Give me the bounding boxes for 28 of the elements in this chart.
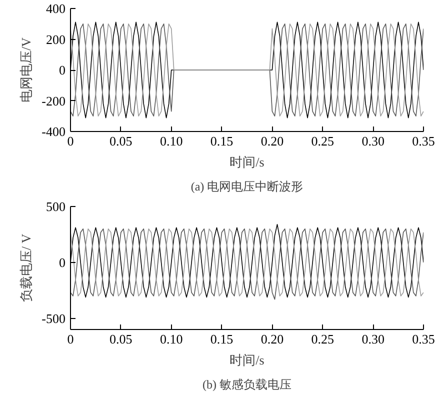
- x-tick-label: 0.30: [362, 332, 384, 346]
- y-tick-label: 0: [59, 62, 66, 78]
- x-tick-label: 0.35: [412, 134, 435, 148]
- x-tick-label: 0.10: [160, 332, 183, 346]
- y-tick-label: -500: [42, 310, 66, 326]
- text: (a) 电网电压中断波形: [190, 180, 304, 194]
- x-tick-label: 0.15: [210, 332, 234, 346]
- x-tick-label: 0.35: [412, 332, 435, 346]
- x-tick-label: 0.20: [260, 332, 284, 346]
- y-axis-title: 负载电压/ V: [18, 233, 34, 302]
- y-axis-title: 电网电压/V: [18, 36, 34, 102]
- text: (b) 敏感负载电压: [202, 378, 292, 392]
- x-tick-label: 0.10: [160, 134, 183, 148]
- y-tick-label: -200: [42, 93, 66, 108]
- x-tick-label: 0.25: [311, 134, 334, 148]
- y-tick-label: 0: [59, 254, 66, 270]
- x-tick-label: 0.05: [110, 134, 132, 148]
- x-tick-label: 0.20: [260, 134, 284, 148]
- x-axis-title: 时间/s: [230, 154, 264, 170]
- x-tick-label: 0.15: [210, 134, 234, 148]
- x-tick-label: 0.25: [311, 332, 334, 346]
- y-tick-label: -400: [42, 124, 66, 139]
- x-tick-label: 0.05: [110, 332, 132, 346]
- y-tick-label: 200: [46, 32, 66, 47]
- y-tick-label: 500: [46, 199, 66, 214]
- x-axis-title: 时间/s: [230, 352, 264, 368]
- x-tick-label: 0.30: [362, 134, 384, 148]
- y-tick-label: 400: [46, 1, 66, 16]
